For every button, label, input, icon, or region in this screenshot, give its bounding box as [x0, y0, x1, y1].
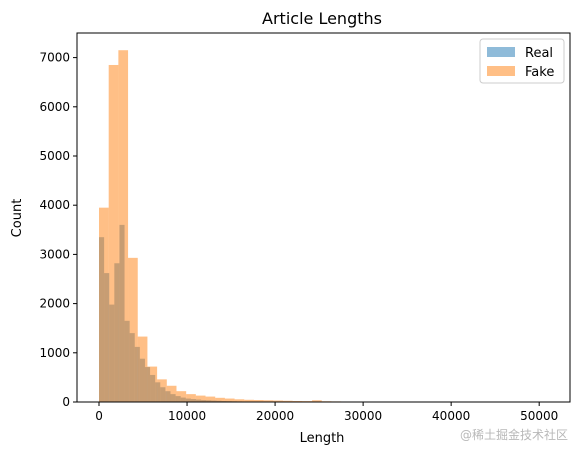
- legend-swatch-fake: [487, 66, 515, 76]
- chart-title: Article Lengths: [262, 9, 382, 28]
- y-tick-label: 1000: [39, 346, 70, 360]
- fake-bar: [99, 207, 109, 402]
- fake-bar: [186, 394, 196, 402]
- x-axis-label: Length: [300, 431, 345, 446]
- y-tick-label: 7000: [39, 51, 70, 65]
- fake-bar: [205, 396, 216, 402]
- x-tick-label: 40000: [432, 409, 470, 423]
- fake-bar: [147, 366, 158, 402]
- fake-bar: [244, 399, 254, 402]
- y-tick-label: 0: [62, 395, 70, 409]
- fake-bar: [128, 257, 138, 402]
- fake-bar: [157, 379, 167, 402]
- x-tick-label: 0: [95, 409, 103, 423]
- x-axis-ticks: 0 10000 20000 30000 40000 50000: [95, 402, 558, 423]
- y-tick-label: 6000: [39, 100, 70, 114]
- fake-bar: [195, 395, 206, 402]
- y-axis-label: Count: [10, 199, 25, 238]
- plot-frame: [76, 32, 571, 403]
- legend: Real Fake: [479, 38, 565, 84]
- fake-bar: [273, 400, 284, 402]
- x-tick-label: 20000: [256, 409, 294, 423]
- fake-bar: [137, 336, 148, 402]
- fake-bar: [108, 64, 119, 402]
- legend-swatch-real: [487, 47, 515, 57]
- x-tick-label: 50000: [520, 409, 558, 423]
- fake-bar: [118, 50, 129, 402]
- y-axis-ticks: 0 1000 2000 3000 4000 5000 6000 7000: [39, 51, 77, 409]
- fake-bar: [263, 400, 274, 402]
- fake-bar: [283, 400, 293, 402]
- fake-bar: [166, 385, 177, 402]
- x-tick-label: 10000: [168, 409, 206, 423]
- watermark: @稀土掘金技术社区: [459, 428, 568, 442]
- y-tick-label: 4000: [39, 198, 70, 212]
- y-tick-label: 3000: [39, 247, 70, 261]
- legend-label-real: Real: [525, 46, 553, 61]
- fake-bar: [234, 399, 245, 402]
- fake-bar: [215, 397, 225, 402]
- bars-layer: [99, 50, 555, 402]
- fake-bar: [253, 400, 264, 402]
- y-tick-label: 2000: [39, 297, 70, 311]
- legend-label-fake: Fake: [525, 65, 554, 80]
- fake-bar: [224, 398, 235, 402]
- y-tick-label: 5000: [39, 149, 70, 163]
- fake-bar: [312, 400, 322, 402]
- fake-bar: [176, 391, 187, 402]
- x-tick-label: 30000: [344, 409, 382, 423]
